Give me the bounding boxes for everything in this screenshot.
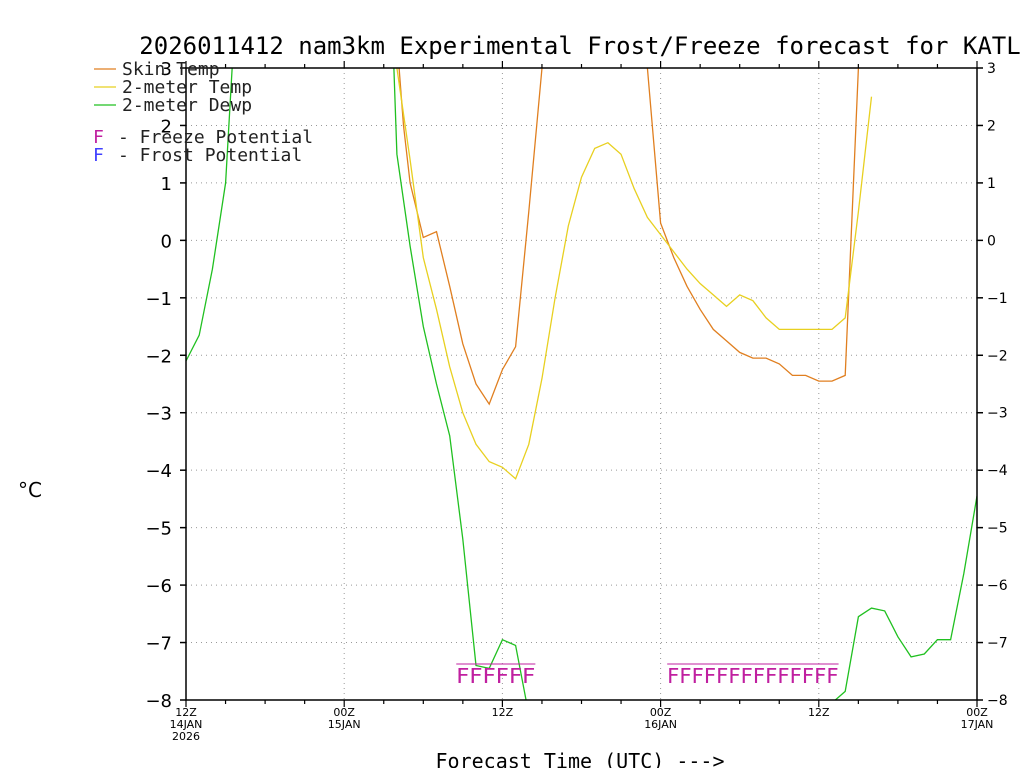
- x-axis-label: Forecast Time (UTC) --->: [436, 749, 725, 768]
- series-line-2-meter-dewp: [186, 68, 977, 700]
- y-tick-label: −6: [145, 576, 172, 597]
- x-tick-label: 12Z: [175, 706, 197, 719]
- x-tick-label: 16JAN: [644, 718, 677, 731]
- freeze-potential-marker: FFFFFF: [456, 664, 535, 688]
- y-axis-left: −8 −7 −6 −5 −4 −3 −2 −1 0 1 2 3: [145, 59, 186, 712]
- series-line-2-meter-temp: [396, 68, 873, 480]
- x-tick-label: 2026: [172, 730, 200, 743]
- y-tick-label: 1: [161, 174, 172, 195]
- plot-frame: [185, 67, 978, 701]
- y-tick-label: 2: [161, 116, 172, 137]
- y-tick-label: −5: [145, 519, 172, 540]
- y-tick-label-right: −2: [987, 348, 1008, 364]
- legend-label: 2-meter Temp: [122, 77, 252, 98]
- y-tick-label-right: −5: [987, 521, 1008, 537]
- y-tick-label: 3: [161, 59, 172, 80]
- x-tick-label: 00Z: [650, 706, 672, 719]
- x-tick-label: 15JAN: [328, 718, 361, 731]
- x-tick-label: 00Z: [966, 706, 988, 719]
- y-tick-label-right: 3: [987, 61, 996, 77]
- y-tick-label: −4: [145, 461, 172, 482]
- y-tick-label-right: 2: [987, 118, 996, 134]
- series-layer: [186, 68, 977, 700]
- y-tick-label-right: −6: [987, 578, 1008, 594]
- y-tick-label-right: 0: [987, 233, 996, 249]
- y-axis-right: −8 −7 −6 −5 −4 −3 −2 −1 0 1 2 3: [977, 61, 1008, 709]
- y-tick-label: 0: [161, 231, 172, 252]
- x-tick-label: 14JAN: [170, 718, 203, 731]
- y-tick-label-right: −1: [987, 291, 1008, 307]
- freeze-potential-markers: FFFFFF FFFFFFFFFFFFFF: [456, 663, 839, 688]
- x-tick-label: 17JAN: [961, 718, 994, 731]
- y-tick-label-right: −3: [987, 406, 1008, 422]
- y-tick-label-right: −8: [987, 693, 1008, 709]
- y-tick-label: −3: [145, 404, 172, 425]
- potential-label: - Freeze Potential: [118, 127, 313, 148]
- legend-label: Skin Temp: [122, 59, 220, 80]
- x-tick-label: 12Z: [492, 706, 514, 719]
- x-tick-label: 12Z: [808, 706, 830, 719]
- x-tick-label: 00Z: [333, 706, 355, 719]
- y-tick-label: −7: [145, 634, 172, 655]
- y-tick-label: −2: [145, 346, 172, 367]
- potential-symbol: F: [93, 127, 104, 148]
- y-tick-label-right: 1: [987, 176, 996, 192]
- y-axis-label: °C: [18, 478, 42, 502]
- plot-border: [185, 67, 978, 701]
- chart-title: 2026011412 nam3km Experimental Frost/Fre…: [139, 32, 1020, 60]
- y-tick-label-right: −7: [987, 636, 1008, 652]
- potential-label: - Frost Potential: [118, 145, 302, 166]
- grid-lines: [186, 68, 977, 700]
- freeze-potential-marker: FFFFFFFFFFFFFF: [667, 664, 838, 688]
- y-tick-label-right: −4: [987, 463, 1008, 479]
- potential-symbol: F: [93, 145, 104, 166]
- y-tick-label: −8: [145, 691, 172, 712]
- y-tick-label: −1: [145, 289, 172, 310]
- legend-label: 2-meter Dewp: [122, 95, 252, 116]
- series-line-skin-temp: [398, 68, 860, 406]
